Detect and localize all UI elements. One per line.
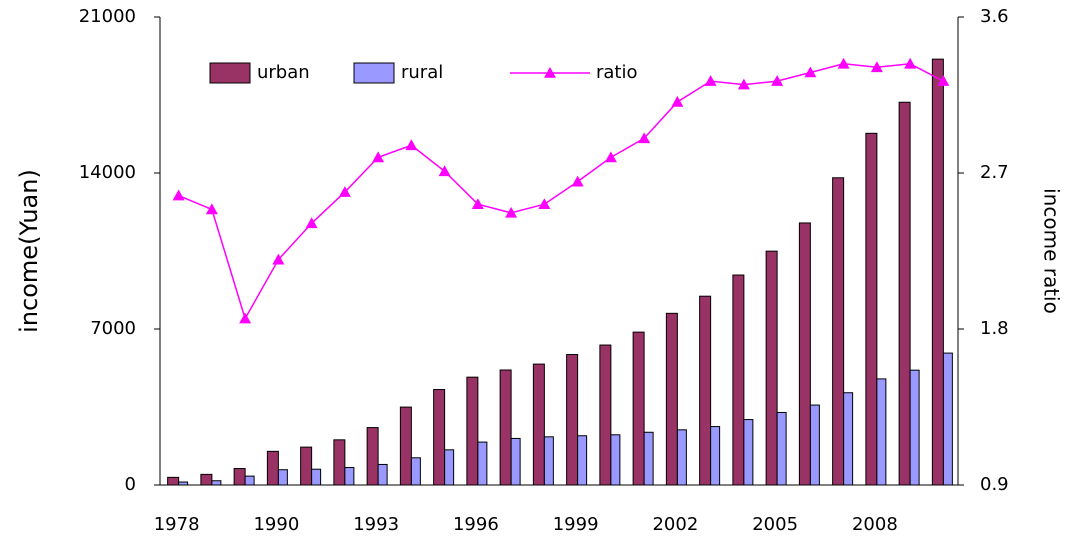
bar — [211, 480, 222, 486]
ratio-marker — [172, 189, 185, 201]
ratio-marker — [239, 312, 252, 324]
bar — [377, 463, 388, 486]
bar — [433, 389, 446, 486]
ratio-marker — [870, 61, 883, 73]
bar — [765, 250, 778, 486]
legend-swatch — [353, 62, 395, 84]
ratio-marker — [571, 175, 584, 187]
bar — [710, 426, 721, 486]
legend-label: rural — [401, 62, 443, 83]
bar — [665, 312, 678, 486]
bar — [699, 295, 712, 486]
bar — [599, 344, 612, 486]
ratio-marker — [704, 75, 717, 86]
ratio-marker — [338, 186, 351, 197]
bar — [931, 58, 944, 486]
bar — [566, 354, 579, 486]
bar — [366, 427, 379, 486]
ratio-marker — [771, 75, 784, 86]
bar — [843, 392, 854, 486]
ratio-marker — [937, 75, 950, 86]
ratio-marker — [804, 66, 817, 78]
bar — [266, 450, 279, 486]
x-tick-label: 2005 — [752, 514, 798, 535]
ratio-marker — [272, 253, 285, 265]
x-tick-label: 1978 — [154, 514, 200, 535]
ratio-marker — [405, 139, 418, 151]
y2-tick-label: 3.6 — [980, 6, 1009, 27]
ratio-marker — [372, 151, 385, 163]
ratio-marker — [538, 198, 551, 209]
ratio-marker — [438, 165, 451, 177]
bar — [200, 473, 213, 486]
ratio-marker — [305, 217, 318, 229]
bar — [743, 419, 754, 486]
x-tick-label: 1999 — [553, 514, 599, 535]
bar — [898, 101, 911, 486]
bar — [444, 449, 455, 486]
bar — [632, 331, 645, 486]
y-tick-label: 14000 — [79, 162, 136, 183]
y2-tick-label: 1.8 — [980, 318, 1009, 339]
bar — [344, 467, 355, 486]
bar — [244, 475, 255, 486]
legend-marker — [544, 67, 556, 78]
y-tick-label: 0 — [125, 474, 136, 495]
bar — [543, 436, 554, 486]
ratio-marker — [904, 57, 917, 69]
ratio-marker — [837, 57, 850, 69]
bar — [333, 439, 346, 486]
y2-axis-label: income ratio — [1040, 188, 1064, 314]
ratio-marker — [671, 95, 684, 107]
ratio-marker — [205, 203, 218, 215]
bar — [865, 132, 878, 486]
ratio-marker — [737, 78, 750, 90]
bar — [233, 468, 246, 486]
bar — [178, 481, 189, 486]
bar — [676, 429, 687, 486]
x-tick-label: 2008 — [852, 514, 898, 535]
y-tick-label: 7000 — [90, 318, 136, 339]
bar — [732, 274, 745, 486]
bar — [399, 406, 412, 486]
ratio-marker — [638, 132, 651, 144]
bar — [876, 378, 887, 486]
bar — [577, 435, 588, 486]
legend-label: urban — [257, 62, 310, 83]
bar — [277, 469, 288, 486]
bar — [499, 369, 512, 486]
ratio-marker — [604, 151, 617, 163]
bar — [477, 441, 488, 486]
x-tick-label: 2002 — [652, 514, 698, 535]
y-tick-label: 21000 — [79, 6, 136, 27]
ratio-marker — [471, 198, 484, 209]
bar — [942, 352, 953, 486]
y-axis-label: income(Yuan) — [15, 169, 43, 333]
bar — [909, 369, 920, 486]
bar — [809, 404, 820, 486]
legend-label: ratio — [596, 62, 638, 83]
bar — [300, 446, 313, 486]
bar — [167, 476, 180, 486]
x-tick-label: 1993 — [353, 514, 399, 535]
bar — [610, 434, 621, 486]
bar — [832, 177, 845, 486]
legend-swatch — [209, 62, 251, 84]
bar — [466, 376, 479, 486]
ratio-line — [178, 63, 944, 321]
bar — [410, 457, 421, 486]
bar — [798, 222, 811, 486]
ratio-marker — [505, 206, 518, 218]
x-tick-label: 1996 — [453, 514, 499, 535]
y2-tick-label: 2.7 — [980, 162, 1009, 183]
bar — [532, 363, 545, 486]
bar — [643, 431, 654, 486]
bar — [510, 437, 521, 486]
bar — [311, 468, 322, 486]
y2-tick-label: 0.9 — [980, 474, 1009, 495]
bar — [776, 411, 787, 486]
x-tick-label: 1990 — [253, 514, 299, 535]
